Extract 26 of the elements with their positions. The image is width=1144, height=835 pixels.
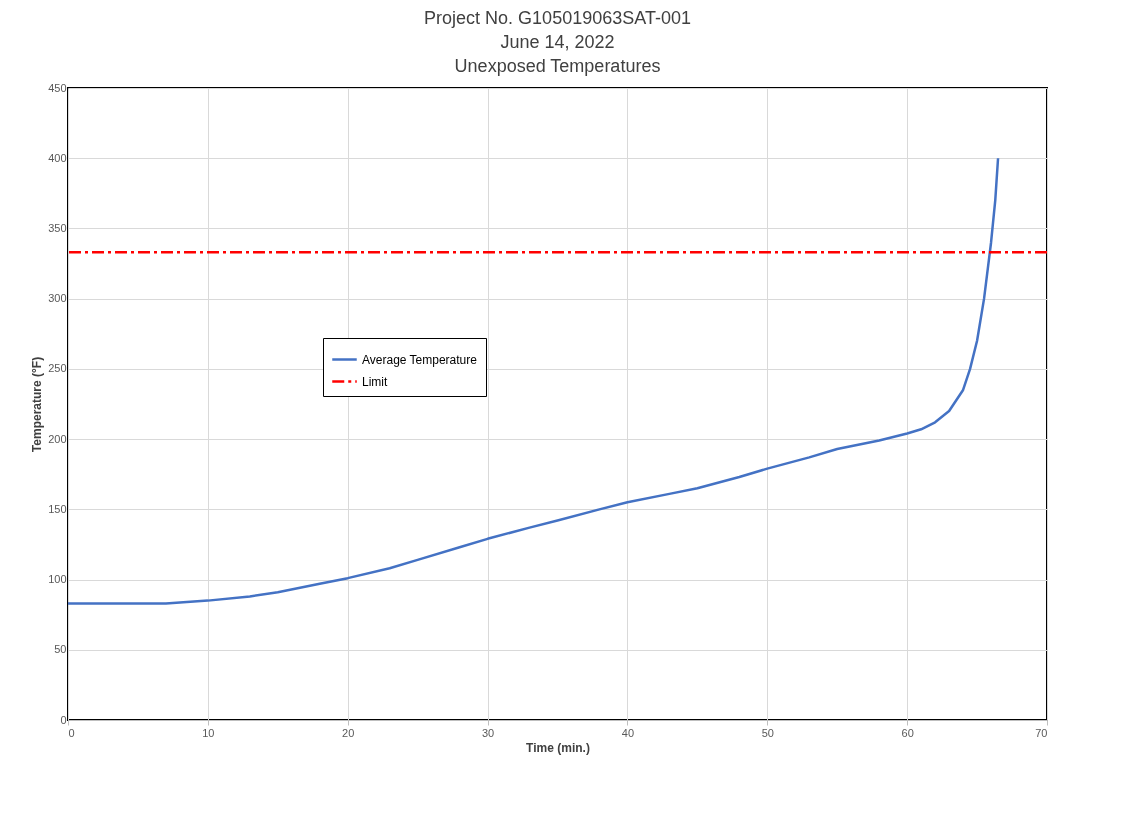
- text: Unexposed Temperatures: [454, 56, 661, 76]
- y-tick-label: 250: [48, 362, 67, 375]
- y-tick-label: 50: [54, 643, 67, 656]
- text: June 14, 2022: [500, 32, 615, 52]
- line-series: [66, 156, 1000, 605]
- x-tick-label: 0: [68, 726, 75, 739]
- y-tick-label: 150: [48, 502, 67, 515]
- y-tick-label: 200: [48, 432, 67, 445]
- y-axis-title: Temperature (°F): [30, 356, 45, 453]
- y-tick-label: 350: [48, 221, 67, 234]
- x-tick-label: 10: [202, 726, 215, 739]
- x-tick-label: 40: [621, 726, 635, 739]
- y-tick-label: 300: [48, 292, 67, 305]
- y-tick-label: 100: [48, 573, 67, 586]
- legend-label: Average Temperature: [362, 352, 478, 367]
- x-tick-label: 60: [901, 726, 914, 739]
- x-tick-label: 70: [1035, 726, 1048, 739]
- y-tick-label: 450: [48, 81, 67, 94]
- x-tick-label: 20: [342, 726, 355, 739]
- y-tick-label: 0: [60, 713, 67, 726]
- y-tick-label: 400: [48, 151, 67, 164]
- x-tick-label: 30: [481, 726, 495, 739]
- legend-label: Limit: [362, 374, 388, 389]
- x-tick-label: 50: [761, 726, 774, 739]
- text: Project No. G105019063SAT-001: [424, 8, 691, 28]
- x-axis-title: Time (min.): [526, 740, 590, 755]
